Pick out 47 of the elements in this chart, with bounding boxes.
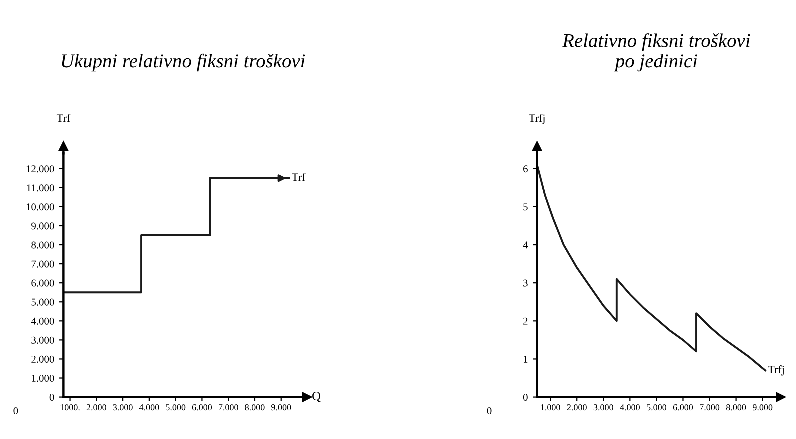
- x-tick-label: 5.000: [647, 404, 667, 411]
- x-tick-label: 3.000: [113, 404, 133, 411]
- x-tick-label: 1.000: [541, 404, 560, 411]
- x-tick-label: 5.000: [166, 404, 186, 411]
- y-tick-label: 2: [524, 318, 528, 325]
- text: 0: [14, 407, 18, 415]
- y-tick-label: 6.000: [32, 280, 54, 287]
- x-tick-label: 6.000: [192, 404, 212, 411]
- y-tick-label: 12.000: [26, 166, 54, 173]
- x-tick-label: 3.000: [594, 404, 614, 411]
- x-tick-label: 9.000: [272, 404, 292, 411]
- y-axis-title: Trf: [56, 114, 71, 122]
- y-tick-label: 1.000: [32, 374, 54, 382]
- y-tick-label: 6: [524, 166, 528, 173]
- x-tick-label: 7.000: [700, 404, 720, 411]
- x-tick-label: 4.000: [620, 404, 640, 411]
- y-tick-label: 11.000: [27, 184, 54, 192]
- x-tick-label: 8.000: [245, 404, 265, 411]
- y-tick-label: 5: [524, 204, 528, 211]
- x-tick-label: 8.000: [726, 404, 746, 411]
- y-tick-label: 1: [524, 356, 528, 363]
- legend-label: Trf: [292, 173, 306, 182]
- series-label: Trfj: [768, 366, 784, 376]
- y-axis-title: Trfj: [529, 114, 545, 124]
- x-tick-label: 7.000: [219, 404, 238, 411]
- y-tick-label: 2.000: [32, 356, 54, 363]
- x-tick-label: 2.000: [86, 404, 106, 411]
- y-tick-label: 4.000: [31, 318, 54, 325]
- x-tick-label: 1000.: [60, 404, 80, 411]
- y-tick-label: 5.000: [32, 298, 54, 306]
- y-tick-label: 3.000: [32, 336, 54, 344]
- x-tick-label: 2.000: [567, 404, 587, 411]
- y-tick-label: 0: [523, 394, 528, 402]
- x-axis-title: Q: [312, 392, 321, 402]
- x-tick-label: 6.000: [673, 404, 694, 411]
- chart-title: Relativno fiksni troškovi po jedinici: [562, 34, 750, 72]
- chart-title: Ukupni relativno fiksni troškovi: [62, 54, 306, 72]
- y-tick-label: 9.000: [32, 222, 54, 230]
- x-tick-label: 4.000: [139, 404, 160, 411]
- y-tick-label: 3: [524, 280, 528, 287]
- y-tick-label: 0: [50, 394, 54, 402]
- x-tick-label: 9.000: [752, 404, 773, 411]
- y-tick-label: 8.000: [32, 242, 54, 249]
- y-tick-label: 4: [523, 242, 528, 249]
- y-tick-label: 7.000: [32, 260, 54, 268]
- y-tick-label: 10.000: [26, 204, 54, 211]
- text: 0: [487, 407, 492, 415]
